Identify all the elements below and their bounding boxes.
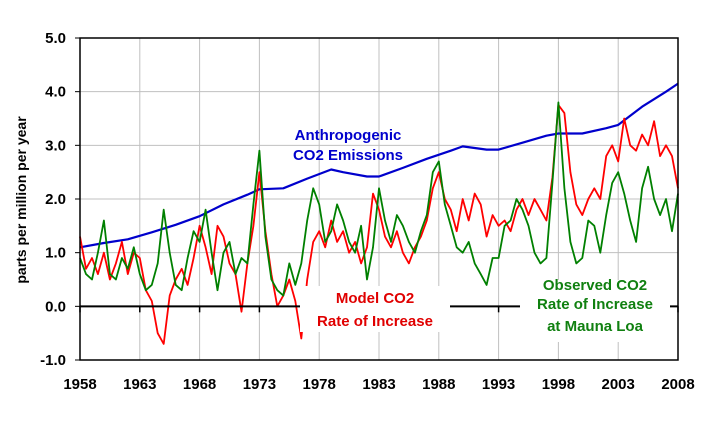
- model-label-bg: [300, 286, 450, 332]
- model-label-line2: Rate of Increase: [317, 313, 433, 330]
- anthropogenic-emissions-line: [79, 82, 679, 249]
- model-label-line1: Model CO2: [336, 290, 414, 307]
- observed-label-line3: at Mauna Loa: [547, 318, 644, 335]
- x-tick-label: 1993: [482, 376, 515, 393]
- model-rate-line: [79, 104, 679, 345]
- observed-label-bg: [520, 280, 670, 342]
- x-tick-label: 1998: [542, 376, 575, 393]
- y-tick-label: 2.0: [45, 191, 66, 208]
- x-tick-label: 1983: [362, 376, 395, 393]
- x-tick-label: 1978: [303, 376, 336, 393]
- y-tick-label: -1.0: [40, 352, 66, 369]
- observed-label-line1: Observed CO2: [543, 277, 647, 294]
- y-tick-label: 0.0: [45, 298, 66, 315]
- gridlines: [80, 38, 678, 360]
- series-layer: [79, 82, 679, 345]
- y-axis-label: parts per million per year: [13, 116, 29, 284]
- x-tick-label: 1988: [422, 376, 455, 393]
- y-tick-label: 3.0: [45, 137, 66, 154]
- x-tick-label: 1973: [243, 376, 276, 393]
- x-tick-label: 1968: [183, 376, 216, 393]
- x-tick-label: 2003: [602, 376, 635, 393]
- x-tick-label: 1963: [123, 376, 156, 393]
- y-tick-label: 4.0: [45, 84, 66, 101]
- observed-label-line2: Rate of Increase: [537, 296, 653, 313]
- x-tick-label: 2008: [661, 376, 694, 393]
- y-tick-labels: 5.0 4.0 3.0 2.0 1.0 0.0 -1.0: [40, 30, 66, 369]
- x-tick-label: 1958: [63, 376, 96, 393]
- plot-frame: [79, 37, 679, 361]
- y-tick-label: 1.0: [45, 245, 66, 262]
- anthropogenic-label-line1: Anthropogenic: [295, 127, 402, 144]
- y-tick-label: 5.0: [45, 30, 66, 47]
- anthropogenic-label-line2: CO2 Emissions: [293, 147, 403, 164]
- observed-rate-line: [79, 101, 679, 297]
- x-tick-labels: 1958 1963 1968 1973 1978 1983 1988 1993 1998 2003…: [63, 376, 694, 393]
